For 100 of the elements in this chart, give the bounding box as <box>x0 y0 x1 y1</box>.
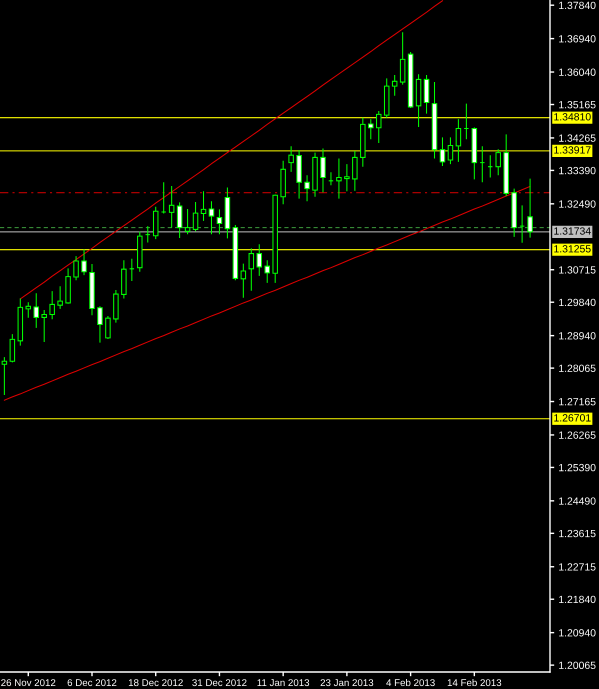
y-tick-label: 1.34265 <box>559 134 596 142</box>
candlestick <box>89 263 95 316</box>
candlestick <box>503 134 509 197</box>
candlestick <box>248 248 254 292</box>
y-tick-label: 1.29840 <box>559 298 596 306</box>
y-tick-label: 1.23615 <box>559 530 596 538</box>
y-tick-label: 1.22715 <box>559 563 596 571</box>
candlestick <box>240 263 246 298</box>
x-tick-label: 6 Dec 2012 <box>68 679 116 686</box>
candlestick <box>464 103 470 140</box>
x-tick-label: 4 Feb 2013 <box>386 678 435 686</box>
candlestick <box>105 315 111 340</box>
candlestick <box>41 309 47 342</box>
candlestick <box>10 334 16 363</box>
y-tick-label: 1.36040 <box>559 68 596 76</box>
candlestick <box>336 158 342 200</box>
candlestick <box>121 260 127 300</box>
ref-line-label: 1.31734 <box>554 227 591 235</box>
candlestick <box>224 186 230 239</box>
y-tick-label: 1.30715 <box>559 266 596 274</box>
candlestick <box>18 298 24 346</box>
candlestick <box>488 154 494 178</box>
x-tick-label: 18 Dec 2012 <box>128 679 183 686</box>
candlestick <box>57 286 63 310</box>
x-tick-label: 31 Dec 2012 <box>192 679 247 686</box>
candlestick <box>440 136 446 166</box>
candlestick <box>137 231 143 272</box>
candlestick <box>304 174 310 202</box>
candlestick <box>272 194 278 284</box>
candlestick <box>264 260 270 284</box>
y-tick-label: 1.20940 <box>559 629 596 637</box>
candlestick <box>376 110 382 144</box>
candlestick <box>328 172 334 186</box>
y-tick-label: 1.32490 <box>559 200 596 208</box>
candlestick <box>416 74 422 128</box>
y-tick-label: 1.26265 <box>559 431 596 439</box>
candlestick <box>65 268 71 304</box>
y-tick-label: 1.24490 <box>559 497 596 505</box>
candlestick <box>280 160 286 205</box>
candlestick <box>160 182 166 214</box>
candlestick <box>152 206 158 240</box>
x-tick-label: 11 Jan 2013 <box>258 679 310 686</box>
candlestick <box>392 74 398 96</box>
candlestick <box>400 32 406 86</box>
candlestick <box>168 185 174 228</box>
candlestick <box>408 51 414 109</box>
candlestick <box>97 306 103 344</box>
ref-line-label: 1.26701 <box>554 414 591 422</box>
x-tick-label: 23 Jan 2013 <box>320 679 374 686</box>
y-tick-label: 1.25390 <box>559 464 596 472</box>
y-tick-label: 1.33390 <box>559 166 596 174</box>
candlestick <box>424 74 430 114</box>
candlestick <box>73 256 79 281</box>
candlestick <box>192 201 198 232</box>
y-tick-label: 1.21840 <box>559 596 596 604</box>
y-tick-label: 1.35165 <box>559 101 596 108</box>
candlestick <box>432 82 438 160</box>
candlestick <box>113 289 119 324</box>
y-tick-label: 1.28065 <box>559 364 596 372</box>
ref-line-label: 1.34810 <box>554 113 591 120</box>
ref-line-label: 1.33917 <box>554 146 591 154</box>
candlestick <box>368 118 374 140</box>
candlestick <box>527 178 533 238</box>
y-tick-label: 1.27165 <box>559 398 596 406</box>
candlestick <box>26 302 32 318</box>
candlestick <box>360 117 366 168</box>
candlestick <box>2 356 8 396</box>
x-tick-label: 14 Feb 2013 <box>448 678 502 686</box>
y-tick-label: 1.36940 <box>559 35 596 42</box>
candlestick <box>145 226 151 243</box>
ref-line-label: 1.31255 <box>554 245 591 252</box>
candlestick <box>456 118 462 162</box>
line-series <box>20 0 443 300</box>
candlestick <box>129 258 135 282</box>
candlestick <box>296 149 302 200</box>
candlestick <box>511 188 517 238</box>
candlestick <box>519 204 525 244</box>
candlestick <box>256 244 262 276</box>
candlestick <box>352 150 358 192</box>
y-tick-label: 1.20065 <box>559 662 596 670</box>
candlestick <box>81 248 87 276</box>
candlestick <box>312 152 318 198</box>
candlestick <box>216 208 222 235</box>
candlestick <box>480 146 486 183</box>
candlestick <box>208 200 214 235</box>
candlestick <box>344 164 350 192</box>
candlestick <box>176 202 182 239</box>
candlestick <box>33 292 39 328</box>
candlestick <box>472 126 478 180</box>
x-tick-label: 26 Nov 2012 <box>1 679 56 686</box>
y-tick-label: 1.28940 <box>559 332 596 340</box>
candlestick <box>232 224 238 281</box>
candlestick <box>448 136 454 165</box>
candlestick <box>200 190 206 222</box>
candlestick <box>320 148 326 193</box>
candlestick <box>384 78 390 118</box>
candlestick <box>495 148 501 176</box>
candlestick <box>184 208 190 235</box>
candlestick <box>49 290 55 320</box>
candlestick <box>288 146 294 172</box>
